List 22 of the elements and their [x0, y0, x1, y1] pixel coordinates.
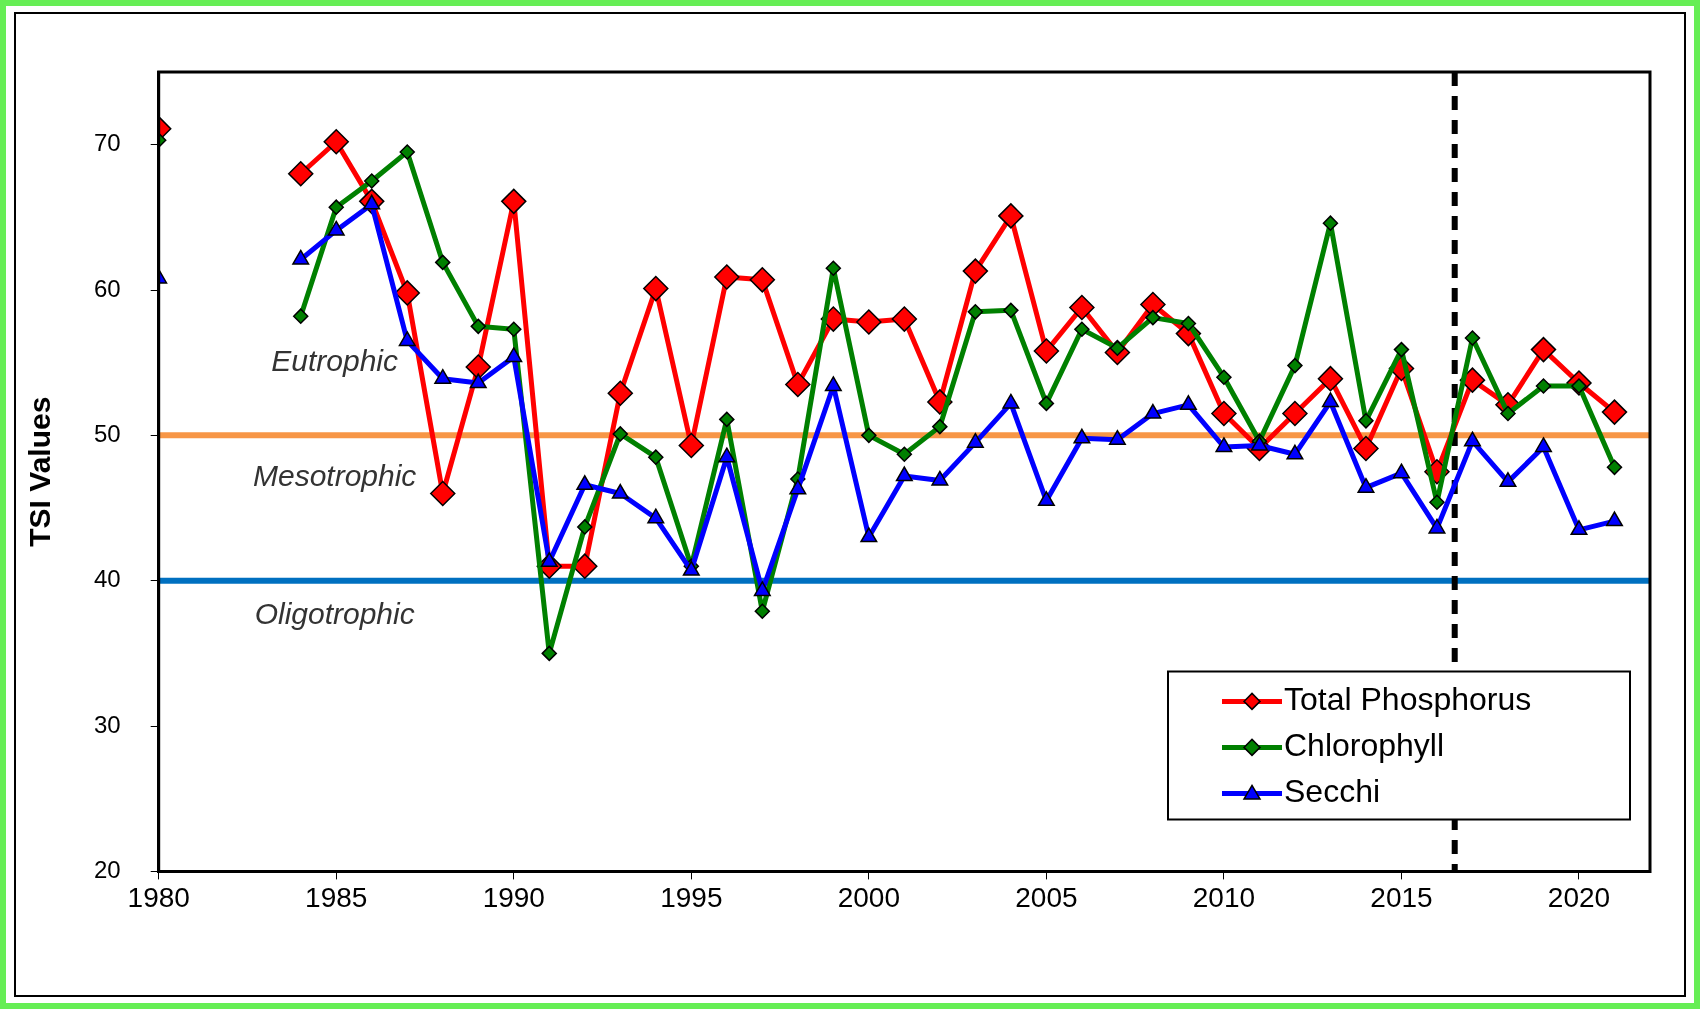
x-tick-label: 1995	[660, 881, 723, 913]
y-tick-label: 60	[93, 274, 121, 302]
annotation: Oligotrophic	[254, 596, 415, 630]
legend-label: Total Phosphorus	[1284, 681, 1532, 718]
x-tick-label: 1980	[127, 881, 190, 913]
y-tick-label: 30	[93, 710, 121, 738]
legend-label: Secchi	[1284, 773, 1381, 810]
y-tick-label: 40	[93, 565, 121, 593]
y-tick-label: 70	[93, 129, 121, 157]
x-tick-label: 1985	[305, 881, 368, 913]
legend-label: Chlorophyll	[1284, 727, 1445, 764]
x-tick-label: 2015	[1370, 881, 1433, 913]
y-tick-label: 20	[93, 856, 121, 884]
y-axis-title: TSI Values	[23, 396, 57, 547]
x-tick-label: 2020	[1547, 881, 1611, 913]
x-tick-label: 2010	[1192, 881, 1256, 913]
x-tick-label: 1990	[482, 881, 545, 913]
annotation: Mesotrophic	[252, 458, 417, 492]
y-tick-label: 50	[93, 419, 121, 447]
annotation: Eutrophic	[271, 343, 399, 377]
x-tick-label: 2005	[1015, 881, 1078, 913]
x-tick-label: 2000	[837, 881, 900, 913]
